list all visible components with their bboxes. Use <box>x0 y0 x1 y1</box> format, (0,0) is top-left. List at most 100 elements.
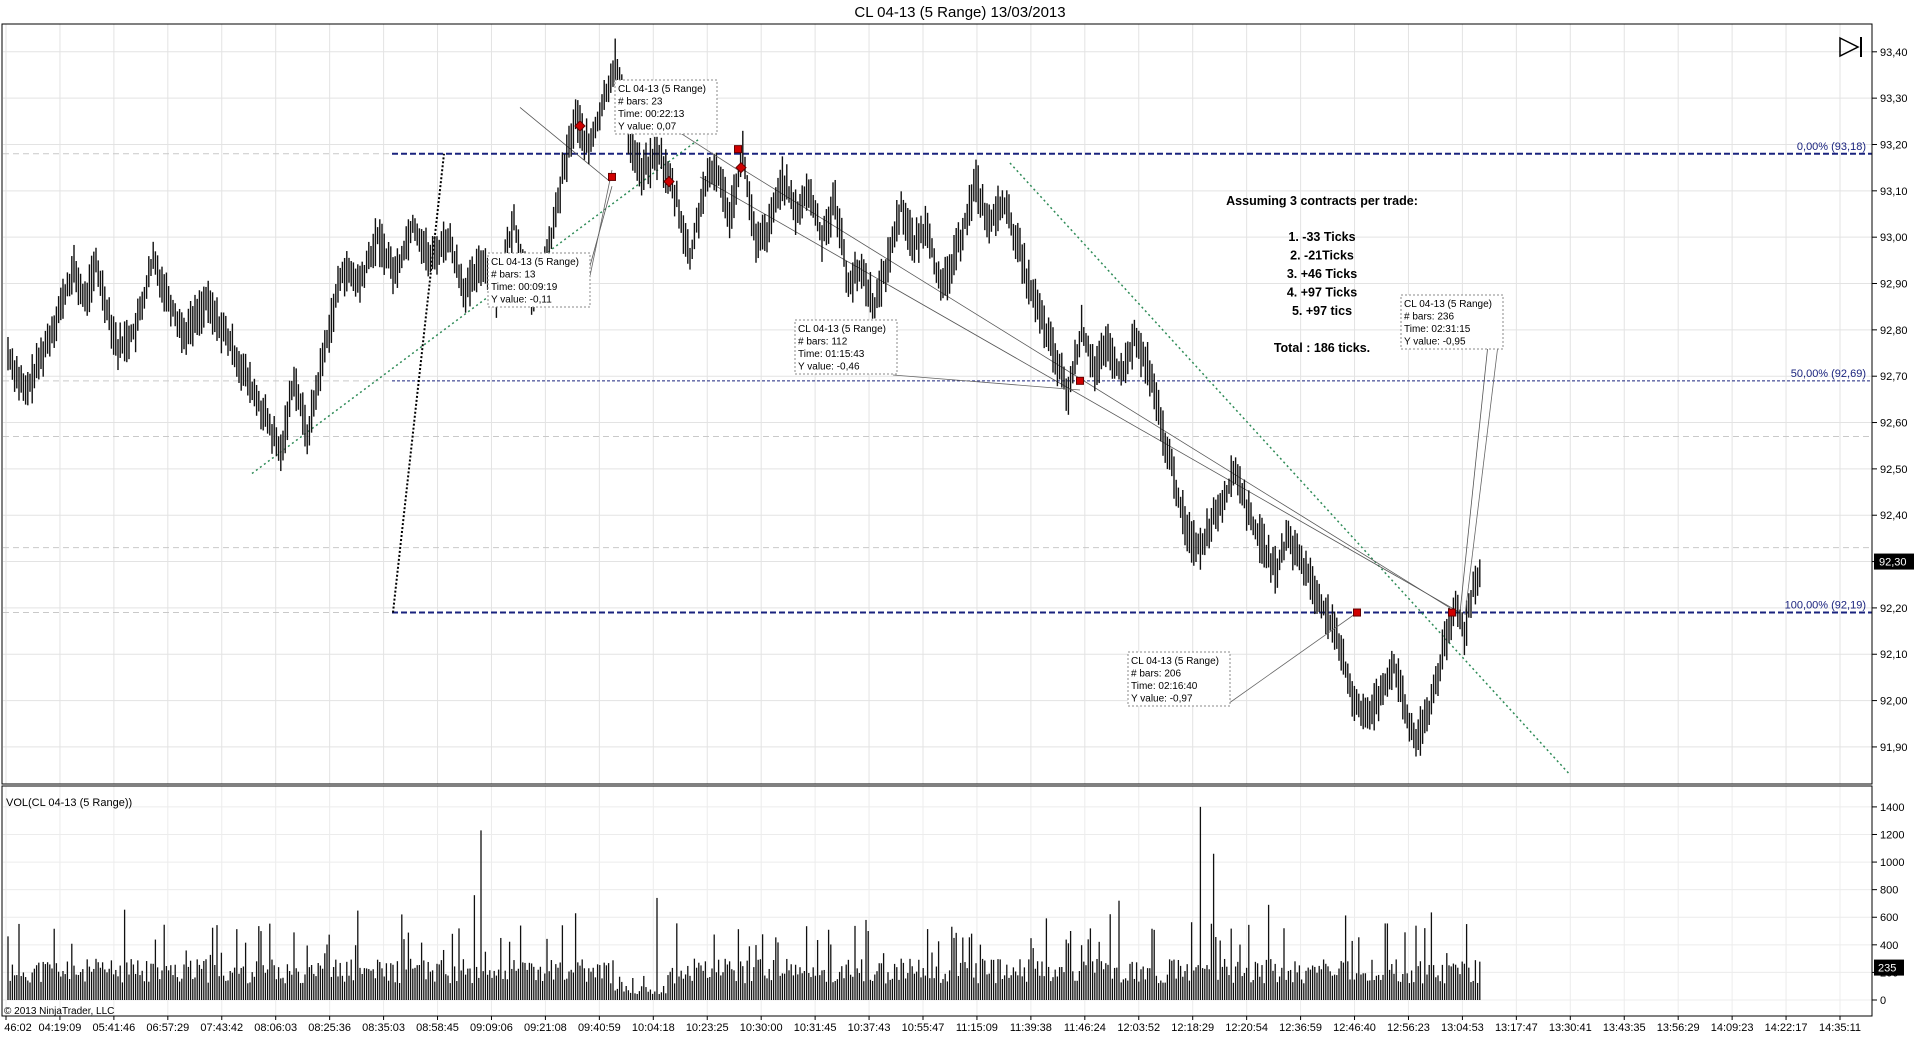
x-tick-label: 14:22:17 <box>1765 1022 1808 1034</box>
grid-lines <box>3 24 1872 1016</box>
x-tick-label: 09:09:06 <box>470 1022 513 1034</box>
info-box-line: # bars: 23 <box>618 97 663 108</box>
trade-markers[interactable] <box>574 120 1456 617</box>
info-box-line: Y value: 0,07 <box>618 122 677 133</box>
x-tick-label: 10:30:00 <box>740 1022 783 1034</box>
y-tick-label: 92,60 <box>1880 418 1908 430</box>
x-tick-label: 13:17:47 <box>1495 1022 1538 1034</box>
info-box-line: Time: 00:09:19 <box>491 282 558 293</box>
trade-exit-marker[interactable] <box>608 172 616 181</box>
volume-axis[interactable]: VOL(CL 04-13 (5 Range)) 1400 1200 1000 800 60… <box>6 797 1904 1007</box>
info-box-line: Y value: -0,11 <box>491 295 552 306</box>
info-box-line: Time: 02:16:40 <box>1131 681 1198 692</box>
info-box-line: CL 04-13 (5 Range) <box>618 84 706 95</box>
info-box[interactable] <box>487 252 591 308</box>
y-tick-label: 92,70 <box>1880 371 1908 383</box>
info-box[interactable] <box>794 319 898 375</box>
info-box-leader <box>1464 344 1499 616</box>
annotation-item: 1. -33 Ticks <box>1288 230 1355 244</box>
x-tick-label: 13:04:53 <box>1441 1022 1484 1034</box>
vol-y-tick-label: 1000 <box>1880 857 1904 869</box>
x-tick-label: 12:56:23 <box>1387 1022 1430 1034</box>
skip-end-icon[interactable] <box>1839 36 1860 58</box>
y-tick-label: 92,10 <box>1880 649 1908 661</box>
channel-line[interactable] <box>251 139 699 475</box>
panel-frames <box>1 23 1873 1017</box>
trade-entry-marker[interactable] <box>735 161 747 174</box>
fib-level-label: 0,00% (93,18) <box>1797 141 1866 153</box>
price-bars <box>7 38 1481 757</box>
time-axis[interactable]: 46:02 04:19:09 05:41:46 06:57:29 07:43:42 08:… <box>4 1006 1861 1034</box>
y-tick-label: 93,30 <box>1880 93 1908 105</box>
x-tick-label: 08:58:45 <box>416 1022 459 1034</box>
x-tick-label: 08:25:36 <box>308 1022 351 1034</box>
y-tick-label: 93,20 <box>1880 139 1908 151</box>
trade-exit-marker[interactable] <box>734 145 742 154</box>
last-price-label: 92,30 <box>1879 557 1907 569</box>
chart-misc <box>1839 36 1862 58</box>
x-tick-label: 12:18:29 <box>1171 1022 1214 1034</box>
x-tick-label: 13:30:41 <box>1549 1022 1592 1034</box>
price-panel-frame <box>1 23 1873 785</box>
y-tick-label: 93,00 <box>1880 232 1908 244</box>
trade-exit-marker[interactable] <box>1353 608 1361 617</box>
fib-level-label: 100,00% (92,19) <box>1785 600 1866 612</box>
info-box-line: CL 04-13 (5 Range) <box>491 257 579 268</box>
y-tick-label: 92,40 <box>1880 510 1908 522</box>
info-box-line: Y value: -0,97 <box>1131 694 1193 705</box>
info-box-leader <box>1224 613 1356 707</box>
trade-entry-marker[interactable] <box>574 120 586 132</box>
annotation-heading: Assuming 3 contracts per trade: <box>1226 194 1418 208</box>
info-box-line: CL 04-13 (5 Range) <box>1404 299 1492 310</box>
x-tick-label: 12:03:52 <box>1117 1022 1160 1034</box>
x-tick-label: 12:20:54 <box>1225 1022 1268 1034</box>
trade-exit-marker[interactable] <box>1448 608 1456 617</box>
x-tick-label: 13:43:35 <box>1603 1022 1646 1034</box>
channel-line[interactable] <box>1009 162 1571 776</box>
y-tick-label: 93,40 <box>1880 47 1908 59</box>
info-box[interactable] <box>614 79 718 135</box>
annotation-total: Total : 186 ticks. <box>1274 341 1370 355</box>
x-tick-label: 08:35:03 <box>362 1022 405 1034</box>
trend-line[interactable] <box>1459 325 1491 613</box>
x-tick-label: 14:35:11 <box>1819 1022 1861 1034</box>
info-box-line: Y value: -0,95 <box>1404 337 1466 348</box>
fibonacci-retracement[interactable]: 0,00% (93,18) 50,00% (92,69) 100,00% (92,1… <box>3 141 1872 614</box>
fib-level-label: 50,00% (92,69) <box>1791 368 1866 380</box>
vol-y-tick-label: 1200 <box>1880 829 1904 841</box>
y-tick-label: 92,00 <box>1880 696 1908 708</box>
x-tick-label: 09:40:59 <box>578 1022 621 1034</box>
y-tick-label: 92,20 <box>1880 603 1908 615</box>
trade-annotation: Assuming 3 contracts per trade: 1. -33 Ti… <box>1226 194 1418 355</box>
info-box-line: CL 04-13 (5 Range) <box>798 324 886 335</box>
x-tick-label: 46:02 <box>4 1022 32 1034</box>
x-tick-label: 10:23:25 <box>686 1022 729 1034</box>
volume-badge-label: 235 <box>1878 963 1896 975</box>
info-box-line: CL 04-13 (5 Range) <box>1131 656 1219 667</box>
x-tick-label: 11:15:09 <box>956 1022 998 1034</box>
trade-entry-marker[interactable] <box>663 175 675 188</box>
vol-y-tick-label: 600 <box>1880 912 1898 924</box>
trend-line[interactable] <box>519 107 611 182</box>
trend-line[interactable] <box>699 176 1461 613</box>
info-box-line: # bars: 206 <box>1131 669 1181 680</box>
trade-exit-marker[interactable] <box>1076 376 1084 385</box>
vol-y-tick-label: 1400 <box>1880 802 1904 814</box>
vol-y-tick-label: 0 <box>1880 995 1886 1007</box>
info-box[interactable] <box>1400 294 1504 350</box>
x-tick-label: 10:04:18 <box>632 1022 675 1034</box>
vol-y-tick-label: 400 <box>1880 940 1898 952</box>
info-box[interactable] <box>1127 651 1231 707</box>
annotation-item: 3. +46 Ticks <box>1287 267 1357 281</box>
x-tick-label: 11:39:38 <box>1010 1022 1052 1034</box>
x-tick-label: 04:19:09 <box>39 1022 82 1034</box>
y-tick-label: 92,50 <box>1880 464 1908 476</box>
x-tick-label: 10:31:45 <box>794 1022 837 1034</box>
annotation-item: 2. -21Ticks <box>1290 249 1354 263</box>
price-axis[interactable]: 93,40 93,30 93,20 93,10 93,00 92,90 92,80 92,70… <box>1872 47 1914 754</box>
volume-bars <box>7 806 1481 1000</box>
fib-anchor-line[interactable] <box>392 153 445 613</box>
vol-y-tick-label: 800 <box>1880 885 1898 897</box>
